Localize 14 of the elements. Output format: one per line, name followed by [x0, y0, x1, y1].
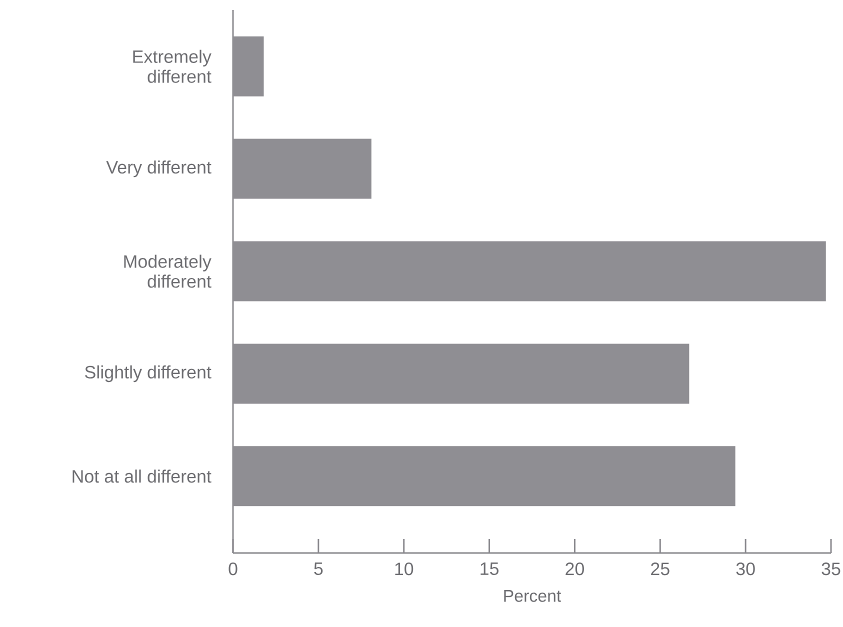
x-tick-label: 25	[651, 562, 670, 576]
x-tick-label: 20	[566, 562, 584, 576]
y-tick-label: Moderately different	[124, 254, 212, 288]
x-axis-title: Percent	[504, 590, 562, 602]
x-tick-label: 5	[314, 562, 323, 576]
x-tick-label: 0	[228, 562, 238, 576]
x-tick-label: 35	[822, 562, 840, 576]
y-tick-label: Extremely different	[133, 50, 212, 83]
x-tick-label: 10	[395, 562, 414, 576]
x-tick-label: 15	[480, 562, 498, 576]
y-tick-label: Not at all different	[72, 470, 212, 483]
y-tick-label: Very different	[106, 160, 212, 178]
y-tick-label: Slightly different	[85, 365, 212, 382]
x-tick-label: 30	[736, 562, 755, 576]
